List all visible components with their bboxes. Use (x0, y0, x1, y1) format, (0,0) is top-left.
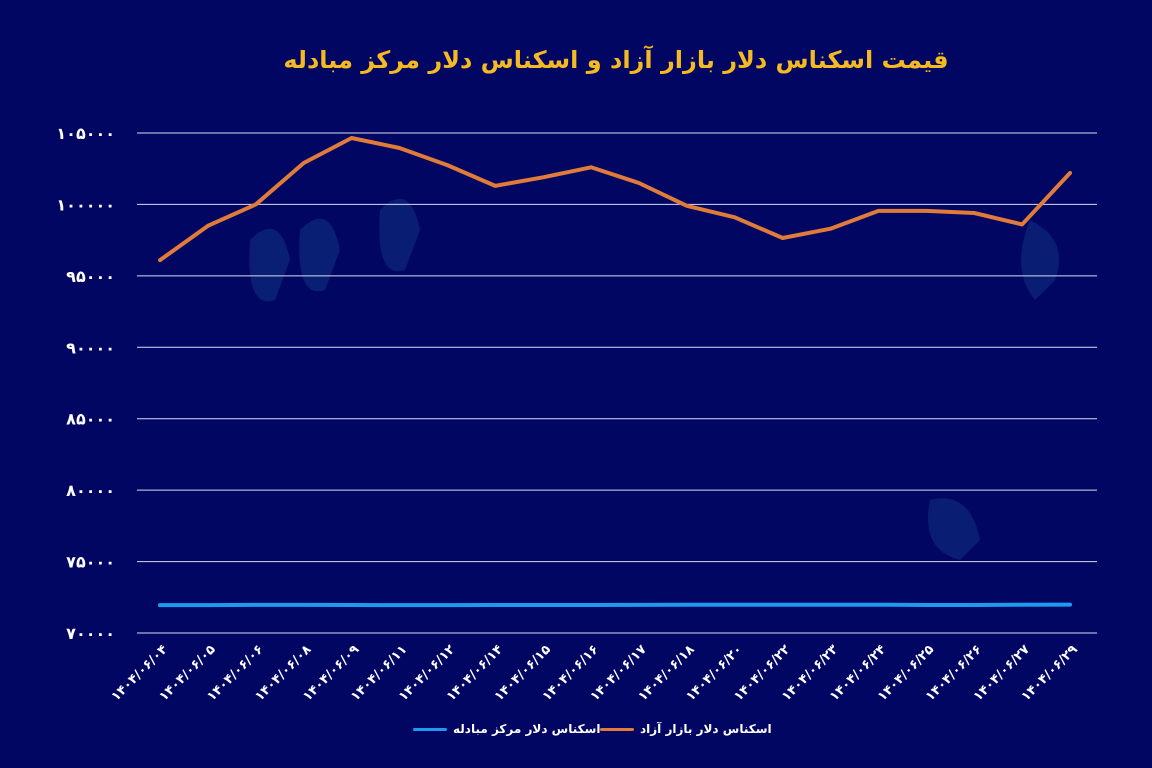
data-point (350, 136, 354, 140)
y-tick-label: ۷۰۰۰۰ (66, 624, 115, 643)
watermark-shape (379, 198, 420, 272)
legend-item-exchange-center: اسکناس دلار مرکز مبادله (413, 722, 601, 736)
y-tick-label: ۱۰۵۰۰۰ (56, 124, 115, 143)
data-point (733, 603, 737, 607)
data-point (254, 202, 258, 206)
series-line-exchange-center (158, 602, 1072, 608)
data-point (541, 603, 545, 607)
data-point (445, 163, 449, 167)
data-point (685, 204, 689, 208)
y-tick-label: ۷۵۰۰۰ (66, 553, 115, 572)
y-tick-label: ۸۰۰۰۰ (66, 481, 115, 500)
data-point (541, 175, 545, 179)
data-point (254, 603, 258, 607)
data-point (972, 211, 976, 215)
legend-swatch-blue (413, 727, 447, 731)
data-point (206, 603, 210, 607)
data-point (924, 209, 928, 213)
y-tick-label: ۹۰۰۰۰ (66, 338, 115, 357)
data-point (158, 603, 162, 607)
data-point (637, 603, 641, 607)
watermark-shape (249, 228, 290, 302)
data-point (781, 236, 785, 240)
data-point (589, 165, 593, 169)
legend-item-free-market: اسکناس دلار بازار آزاد (600, 722, 772, 736)
data-point (829, 603, 833, 607)
watermark-logo (249, 198, 1060, 560)
data-point (445, 603, 449, 607)
data-point (1020, 603, 1024, 607)
data-point (397, 146, 401, 150)
chart-title: قیمت اسکناس دلار بازار آزاد و اسکناس دلا… (283, 46, 949, 74)
data-point (1068, 171, 1072, 175)
series-line-free-market (158, 136, 1072, 263)
data-point (206, 224, 210, 228)
y-tick-label: ۹۵۰۰۰ (66, 267, 115, 286)
y-tick-label: ۸۵۰۰۰ (66, 410, 115, 429)
data-point (781, 603, 785, 607)
data-point (589, 603, 593, 607)
data-point (876, 209, 880, 213)
data-point (302, 603, 306, 607)
data-point (493, 603, 497, 607)
data-point (302, 161, 306, 165)
legend-label: اسکناس دلار بازار آزاد (640, 722, 772, 736)
data-point (829, 227, 833, 231)
data-point (350, 603, 354, 607)
legend-swatch-orange (600, 727, 634, 731)
data-point (158, 258, 162, 262)
watermark-shape (299, 218, 340, 292)
data-point (397, 603, 401, 607)
data-point (733, 215, 737, 219)
data-point (1020, 222, 1024, 226)
watermark-shape (928, 498, 980, 560)
data-point (972, 603, 976, 607)
data-point (493, 184, 497, 188)
legend-label: اسکناس دلار مرکز مبادله (453, 722, 601, 736)
y-tick-label: ۱۰۰۰۰۰ (56, 195, 115, 214)
data-point (924, 603, 928, 607)
data-point (685, 603, 689, 607)
watermark-shape (1021, 220, 1060, 300)
data-point (637, 181, 641, 185)
data-point (876, 603, 880, 607)
data-point (1068, 603, 1072, 607)
